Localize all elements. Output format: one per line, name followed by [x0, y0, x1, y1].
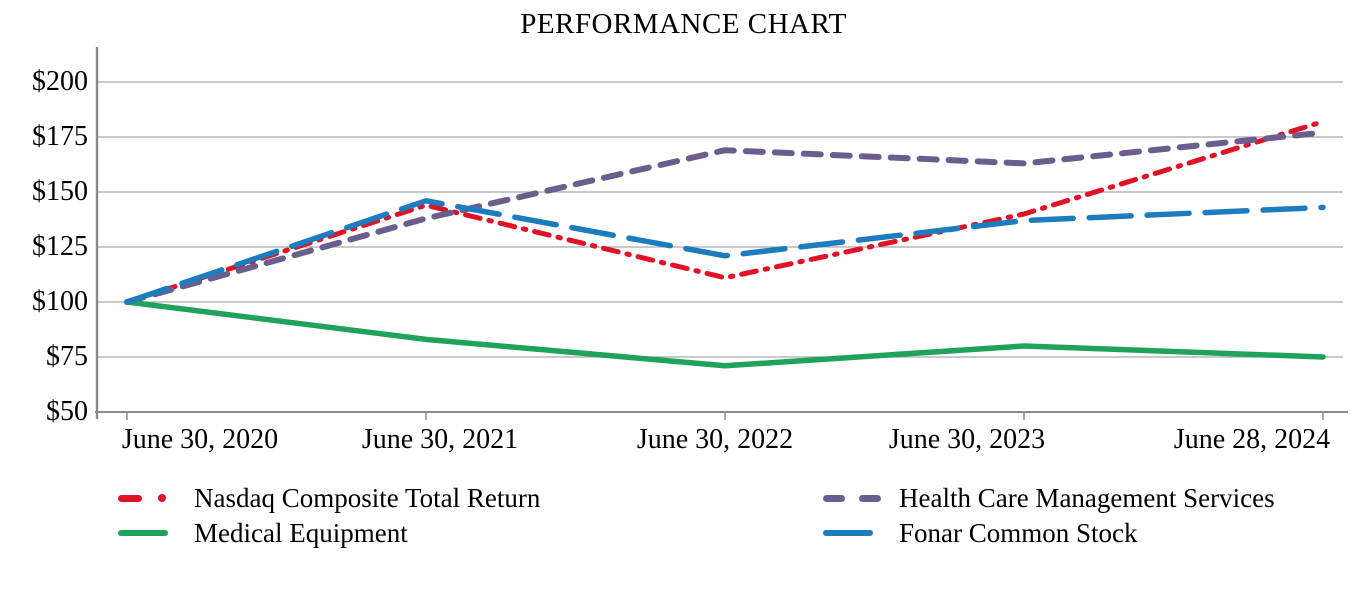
y-axis-label-150: $150	[32, 176, 88, 207]
y-axis-label-125: $125	[32, 231, 88, 262]
hcms-dashed-line-icon	[823, 494, 885, 502]
legend-item-health-care-management-services: Health Care Management Services	[823, 482, 1275, 514]
fonar-long-dash-line-icon	[823, 530, 885, 536]
series-line-health-care-management-services	[124, 129, 1326, 305]
y-axis-label-175: $175	[32, 121, 88, 152]
nasdaq-dash-dot-line-icon	[118, 494, 180, 502]
y-axis-label-50: $50	[46, 396, 88, 427]
medical-equipment-solid-line-icon	[118, 530, 180, 536]
legend-label: Medical Equipment	[194, 518, 408, 548]
legend-label: Health Care Management Services	[899, 483, 1275, 513]
series-line-fonar-common-stock	[124, 198, 1326, 305]
x-axis-label-2021: June 30, 2021	[361, 424, 519, 455]
series-line-nasdaq-composite-total-return	[124, 119, 1326, 305]
chart-title: PERFORMANCE CHART	[520, 8, 847, 40]
legend-item-medical-equipment: Medical Equipment	[118, 517, 408, 549]
legend-item-fonar-common-stock: Fonar Common Stock	[823, 517, 1138, 549]
x-axis-label-2023: June 30, 2023	[888, 424, 1046, 455]
y-axis-label-75: $75	[46, 341, 88, 372]
y-axis-label-100: $100	[32, 286, 88, 317]
performance-chart-canvas	[95, 47, 1348, 420]
legend-label: Fonar Common Stock	[899, 518, 1138, 548]
legend-label: Nasdaq Composite Total Return	[194, 483, 541, 513]
x-axis-label-2024: June 28, 2024	[1173, 424, 1331, 455]
series-line-medical-equipment	[124, 299, 1326, 369]
x-axis-label-2022: June 30, 2022	[636, 424, 794, 455]
y-axis-label-200: $200	[32, 66, 88, 97]
legend-item-nasdaq-composite-total-return: Nasdaq Composite Total Return	[118, 482, 540, 514]
x-axis-label-2020: June 30, 2020	[121, 424, 279, 455]
